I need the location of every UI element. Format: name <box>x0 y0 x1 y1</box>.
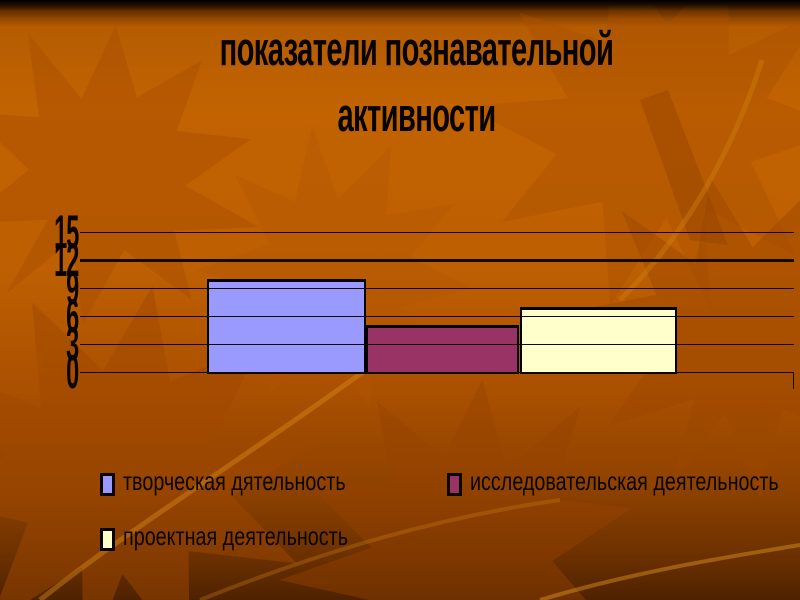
y-axis-tick-label-12: 12 <box>53 233 79 286</box>
gridline-9 <box>80 288 794 289</box>
y-axis-tick-label-9: 9 <box>65 261 79 314</box>
gridline-15 <box>80 232 794 233</box>
gridline-12 <box>80 259 794 262</box>
x-axis-end-tick <box>793 372 794 389</box>
gridline-6 <box>80 316 794 317</box>
bar-1 <box>207 278 366 374</box>
gridline-3 <box>80 344 794 345</box>
bar-2 <box>366 325 519 374</box>
y-axis-tick-label-6: 6 <box>65 289 79 342</box>
slide-title: показатели познавательной активности <box>32 16 800 148</box>
slide-title-line2: активности <box>336 88 496 141</box>
y-axis-tick-label-15: 15 <box>53 205 79 258</box>
legend-marker-creative <box>100 473 115 496</box>
legend-label-research: исследовательская деятельность <box>470 466 779 496</box>
legend-marker-research <box>447 473 462 496</box>
legend-label-project: проектная деятельность <box>123 521 349 551</box>
y-axis-tick-label-0: 0 <box>65 345 79 398</box>
y-axis-tick-label-3: 3 <box>65 317 79 370</box>
legend-marker-project <box>100 528 115 551</box>
legend-label-creative: творческая дятельность <box>123 466 346 496</box>
top-shadow-strip <box>0 0 800 18</box>
x-axis-line <box>80 372 794 373</box>
slide-title-line1: показатели познавательной <box>219 22 613 75</box>
